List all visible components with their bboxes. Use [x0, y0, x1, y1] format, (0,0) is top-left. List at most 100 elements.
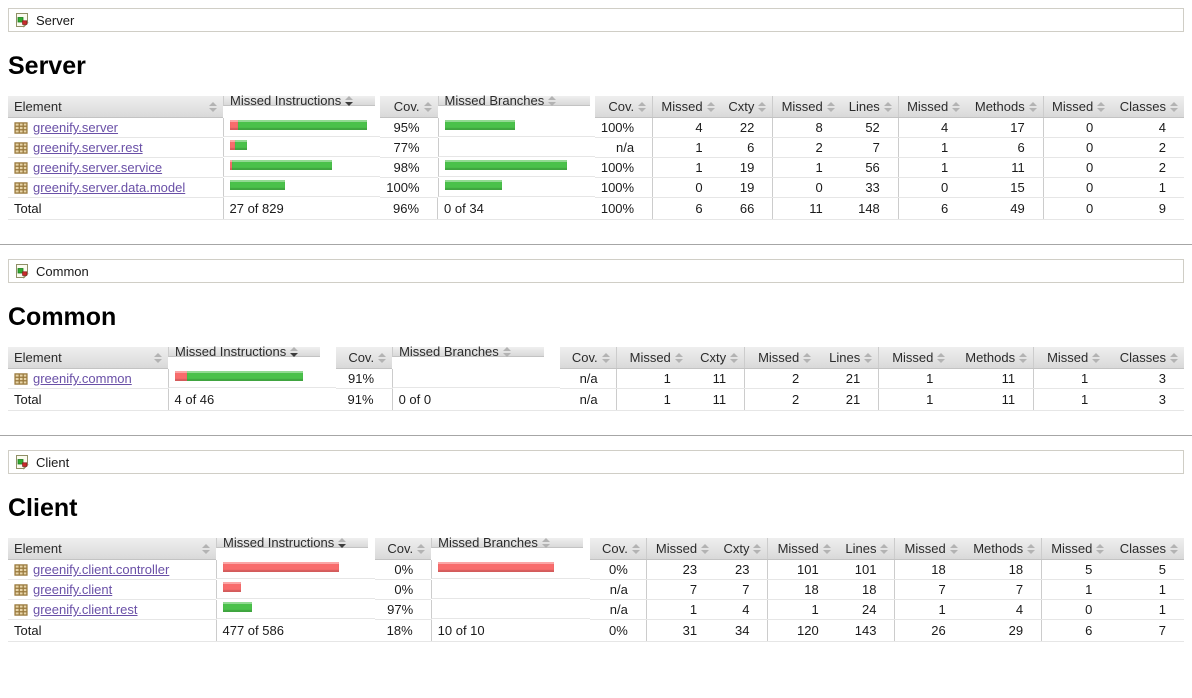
counter-cell: 4	[652, 117, 721, 138]
total-counter-cell: 11	[772, 197, 841, 220]
sort-up-arrow	[1027, 543, 1036, 548]
column-header-classes[interactable]: Classes	[1106, 347, 1184, 369]
package-link[interactable]: greenify.server.data.model	[33, 180, 186, 195]
column-header-methods[interactable]: Methods	[963, 538, 1042, 560]
column-header-label: Missed Branches	[444, 93, 545, 108]
sort-up-arrow	[1170, 101, 1178, 106]
column-header-cov-[interactable]: Cov.	[590, 538, 647, 560]
column-header-missed-branches[interactable]: Missed Branches	[392, 344, 545, 359]
counter-cell: 1	[1033, 368, 1107, 389]
column-header-lines[interactable]: Lines	[836, 538, 895, 560]
total-counter-cell: 1	[878, 388, 952, 411]
report-group-icon	[14, 454, 30, 470]
package-link[interactable]: greenify.client	[33, 582, 113, 597]
package-link[interactable]: greenify.server.service	[33, 160, 163, 175]
element-cell: greenify.server.rest	[8, 137, 223, 158]
column-header-lines[interactable]: Lines	[840, 96, 899, 118]
column-header-missed-instructions[interactable]: Missed Instructions	[168, 344, 320, 359]
sort-down-arrow	[209, 107, 217, 112]
covered-bar-segment	[232, 159, 332, 170]
sort-up-arrow	[1170, 352, 1178, 357]
counter-cell: 2	[1111, 157, 1184, 178]
column-header-element[interactable]: Element	[8, 538, 216, 560]
counter-cell: 6	[966, 137, 1044, 158]
sort-up-arrow	[730, 352, 739, 357]
column-header-missed[interactable]: Missed	[894, 538, 964, 560]
total-counter-cell: 3	[1106, 388, 1184, 411]
column-header-missed[interactable]: Missed	[744, 347, 818, 369]
covered-bar-segment	[230, 179, 285, 190]
column-header-missed[interactable]: Missed	[878, 347, 952, 369]
column-header-missed[interactable]: Missed	[652, 96, 721, 118]
sort-icon	[949, 543, 958, 554]
package-link[interactable]: greenify.client.rest	[33, 602, 138, 617]
total-branches-cell: 0 of 34	[437, 197, 595, 220]
column-header-label: Missed	[907, 99, 949, 114]
column-header-element[interactable]: Element	[8, 347, 168, 369]
column-header-missed[interactable]: Missed	[615, 347, 689, 369]
column-header-cov-[interactable]: Cov.	[375, 538, 432, 560]
column-header-missed[interactable]: Missed	[1041, 538, 1111, 560]
column-header-missed[interactable]: Missed	[1042, 96, 1112, 118]
total-counter-cell: 11	[951, 388, 1034, 411]
column-header-missed[interactable]: Missed	[767, 538, 837, 560]
column-header-missed-branches[interactable]: Missed Branches	[431, 535, 584, 550]
total-counter-cell: 2	[744, 388, 818, 411]
column-header-label: Lines	[829, 350, 861, 365]
coverage-bar	[230, 179, 285, 190]
package-link[interactable]: greenify.client.controller	[33, 562, 170, 577]
column-header-missed-branches[interactable]: Missed Branches	[437, 93, 590, 108]
counter-cell: 2	[772, 137, 841, 158]
column-header-cov-[interactable]: Cov.	[560, 347, 617, 369]
column-header-cov-[interactable]: Cov.	[336, 347, 393, 369]
covered-bar-segment	[444, 119, 515, 130]
column-header-classes[interactable]: Classes	[1110, 538, 1184, 560]
sort-up-arrow	[345, 95, 354, 100]
counter-cell: 15	[966, 177, 1044, 198]
column-header-missed-instructions[interactable]: Missed Instructions	[223, 93, 375, 108]
column-header-cxty[interactable]: Cxty	[688, 347, 745, 369]
column-header-lines[interactable]: Lines	[817, 347, 879, 369]
column-header-classes[interactable]: Classes	[1111, 96, 1184, 118]
sort-icon	[701, 543, 710, 554]
sort-icon	[154, 352, 162, 363]
column-header-missed[interactable]: Missed	[897, 96, 967, 118]
column-header-label: Element	[14, 350, 62, 365]
sort-up-arrow	[706, 101, 715, 106]
sort-up-arrow	[753, 543, 762, 548]
table-row: greenify.client.rest 97% n/a 1 4 1 24 1 4 0 1	[8, 599, 1184, 620]
column-header-cov-[interactable]: Cov.	[380, 96, 438, 118]
column-header-missed-instructions[interactable]: Missed Instructions	[216, 535, 368, 550]
missed-instructions-cell	[216, 599, 376, 619]
column-header-missed[interactable]: Missed	[772, 96, 841, 118]
total-row: Total 27 of 829 96% 0 of 34 100% 6 66 11 148 6 49 0…	[8, 197, 1184, 220]
column-header-missed[interactable]: Missed	[1033, 347, 1107, 369]
package-link[interactable]: greenify.server	[33, 120, 119, 135]
column-header-label: Cov.	[602, 541, 628, 556]
sort-up-arrow	[631, 543, 640, 548]
column-header-element[interactable]: Element	[8, 96, 223, 118]
sort-icon	[864, 352, 873, 363]
sort-down-arrow	[937, 358, 946, 363]
package-link[interactable]: greenify.common	[33, 371, 132, 386]
column-header-cxty[interactable]: Cxty	[715, 538, 768, 560]
sort-down-arrow	[758, 107, 767, 112]
column-header-methods[interactable]: Methods	[951, 347, 1034, 369]
counter-cell: 6	[720, 137, 773, 158]
column-header-label: Missed	[758, 350, 800, 365]
column-header-cxty[interactable]: Cxty	[720, 96, 773, 118]
counter-cell: 22	[720, 117, 773, 138]
coverage-table: Element Missed Instructions Cov. Missed Bra…	[8, 93, 1184, 220]
package-link[interactable]: greenify.server.rest	[33, 140, 143, 155]
column-header-methods[interactable]: Methods	[966, 96, 1044, 118]
column-header-missed[interactable]: Missed	[645, 538, 716, 560]
page-title: Common	[8, 303, 117, 331]
total-branch-coverage-cell: n/a	[560, 388, 617, 411]
sort-up-arrow	[638, 101, 647, 106]
counter-cell: 24	[836, 599, 895, 620]
sort-icon	[601, 352, 610, 363]
column-header-cov-[interactable]: Cov.	[594, 96, 653, 118]
table-header-row: Element Missed Instructions Cov. Missed Bra…	[8, 535, 1184, 560]
branch-coverage-cell: n/a	[594, 137, 653, 158]
sort-icon	[1019, 352, 1028, 363]
